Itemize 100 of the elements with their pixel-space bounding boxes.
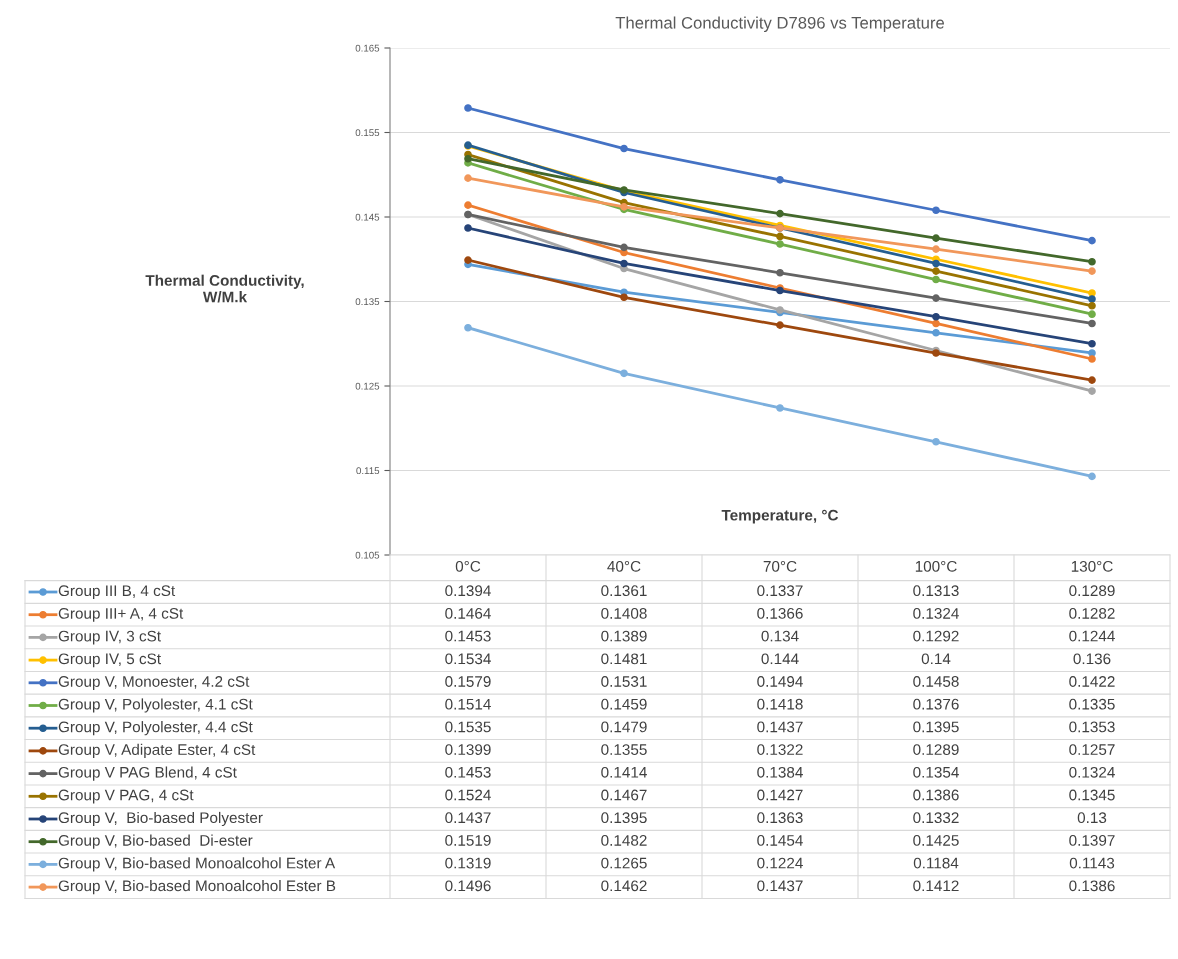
data-label: 0.1292 [913, 630, 959, 642]
point [620, 144, 628, 153]
point [1088, 349, 1096, 357]
data-label: 0.134 [761, 630, 799, 642]
data-label: 0.1394 [445, 585, 491, 597]
data-label: 0.13 [1077, 812, 1107, 824]
data-label: 0.1531 [601, 676, 647, 687]
legend-label: Group V, Monoester, 4.2 cSt [58, 676, 250, 690]
data-label: 0.1414 [601, 766, 647, 778]
point [932, 328, 940, 337]
point [464, 104, 472, 112]
point [932, 437, 940, 446]
data-label: 0.1319 [445, 857, 491, 869]
data-label: 0.1467 [601, 789, 647, 801]
data-label: 0.1397 [1069, 834, 1115, 846]
data-label: 0.1494 [757, 676, 803, 687]
data-label: 0.1482 [601, 834, 647, 846]
data-label: 0.1453 [445, 766, 491, 778]
data-label: 0.1366 [757, 607, 803, 619]
data-label: 0.1337 [757, 585, 803, 597]
point [1088, 301, 1096, 310]
data-label: 0.144 [761, 653, 799, 665]
data-label: 0.1389 [601, 630, 647, 642]
y-tick-label: 0.135 [355, 298, 380, 306]
point [1088, 295, 1096, 303]
data-label: 0.1534 [445, 653, 491, 665]
data-label: 0.1282 [1069, 607, 1115, 619]
data-label: 0.1437 [445, 812, 491, 824]
legend-label: Group V, Bio-based Di-ester [58, 834, 253, 849]
point [932, 312, 940, 321]
point [932, 259, 940, 268]
point [932, 234, 940, 242]
data-label: 0.1464 [445, 607, 491, 619]
data-label: 0.1399 [445, 744, 491, 755]
data-label: 0.1524 [445, 789, 491, 801]
point [776, 209, 784, 218]
data-label: 0.1458 [913, 676, 959, 687]
data-label: 0.14 [921, 653, 951, 665]
x-tick-label: 100°C [915, 560, 957, 572]
data-label: 0.1519 [445, 834, 491, 846]
y-tick-label: 0.125 [355, 382, 380, 390]
point [1088, 355, 1096, 363]
data-label: 0.1386 [913, 789, 959, 801]
data-label: 0.1479 [601, 721, 647, 733]
data-label: 0.136 [1073, 653, 1111, 665]
point [1088, 339, 1096, 348]
data-label: 0.1412 [913, 880, 959, 892]
x-tick-label: 130°C [1071, 560, 1113, 572]
point [620, 293, 628, 302]
data-label: 0.1425 [913, 834, 959, 846]
data-label: 0.1418 [757, 698, 803, 710]
point [776, 232, 784, 241]
data-label: 0.1143 [1069, 857, 1115, 869]
point [1088, 257, 1096, 266]
data-label: 0.1313 [913, 585, 959, 597]
data-label: 0.1335 [1069, 698, 1115, 710]
point [776, 268, 784, 277]
data-label: 0.1386 [1069, 880, 1115, 892]
data-label: 0.1244 [1069, 630, 1115, 642]
data-label: 0.1361 [601, 585, 647, 597]
data-label: 0.1376 [913, 698, 959, 710]
point [620, 369, 628, 378]
data-label: 0.1395 [601, 812, 647, 824]
data-label: 0.1322 [757, 744, 803, 755]
data-label: 0.1184 [913, 857, 959, 869]
point [932, 294, 940, 302]
data-label: 0.1332 [913, 812, 959, 824]
data-label: 0.1437 [757, 880, 803, 892]
legend-label: Group V, Adipate Ester, 4 cSt [58, 743, 256, 759]
data-label: 0.1453 [445, 630, 491, 642]
data-label: 0.1289 [1069, 585, 1115, 597]
data-label: 0.1427 [757, 789, 803, 801]
y-tick-label: 0.155 [355, 129, 380, 137]
data-label: 0.1355 [601, 744, 647, 755]
data-label: 0.1345 [1069, 789, 1115, 801]
point [1088, 387, 1096, 395]
data-label: 0.1224 [757, 857, 803, 869]
point [932, 206, 940, 215]
point [464, 256, 472, 264]
point [464, 323, 472, 332]
point [776, 321, 784, 329]
data-label: 0.1579 [445, 676, 491, 687]
legend-label: Group V, Bio-based Polyester [58, 811, 263, 827]
data-label: 0.1354 [913, 766, 959, 778]
data-label: 0.1481 [601, 653, 647, 665]
legend-label: Group V, Bio-based Monoalcohol Ester B [58, 879, 336, 895]
point [1088, 236, 1096, 245]
legend-label: Group IV, 5 cSt [58, 653, 161, 668]
data-label: 0.1422 [1069, 676, 1115, 687]
data-label: 0.1363 [757, 812, 803, 824]
legend-label: Group IV, 3 cSt [58, 630, 161, 645]
x-tick-label: 70°C [763, 560, 797, 572]
x-tick-label: 40°C [607, 560, 641, 572]
data-label: 0.1459 [601, 698, 647, 710]
data-label: 0.1324 [1069, 766, 1115, 778]
legend-label: Group V, Polyolester, 4.1 cSt [58, 698, 253, 713]
legend-label: Group III+ A, 4 cSt [58, 607, 184, 622]
y-axis-title: Thermal Conductivity, W/M.k [145, 274, 304, 303]
data-label: 0.1257 [1069, 744, 1115, 755]
point [932, 267, 940, 275]
